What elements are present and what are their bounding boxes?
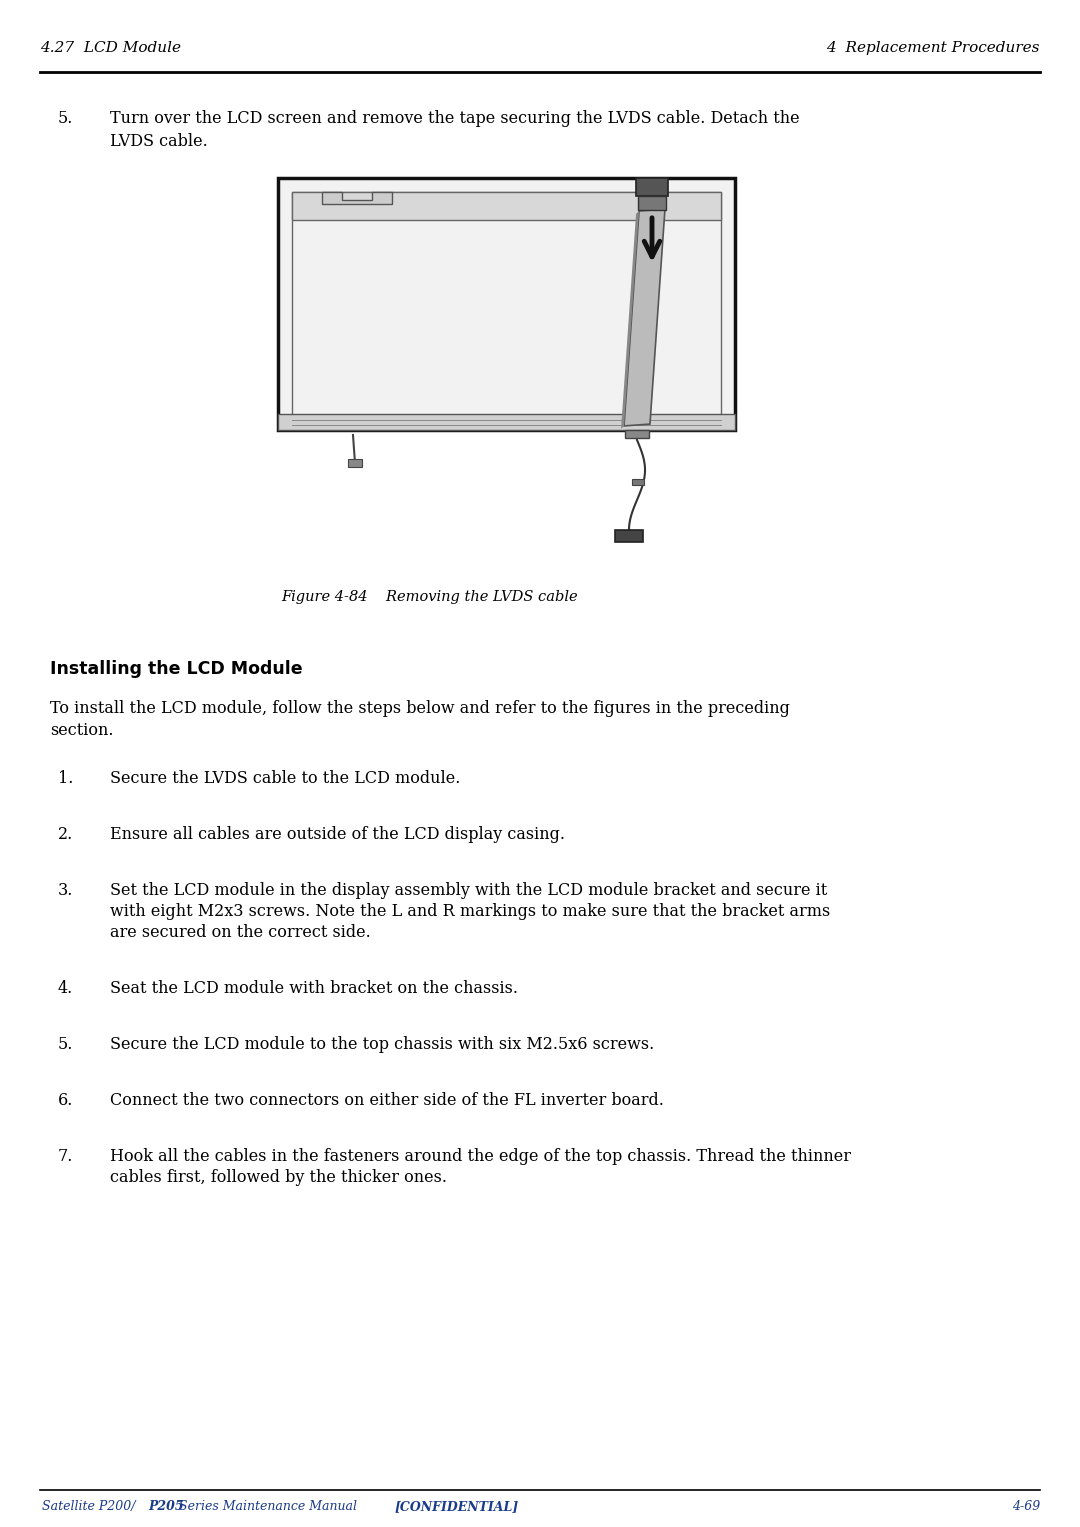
- Text: 4-69: 4-69: [1012, 1500, 1040, 1513]
- Polygon shape: [322, 192, 392, 205]
- Polygon shape: [624, 209, 665, 426]
- Text: Turn over the LCD screen and remove the tape securing the LVDS cable. Detach the: Turn over the LCD screen and remove the …: [110, 110, 799, 127]
- Text: [CONFIDENTIAL]: [CONFIDENTIAL]: [395, 1500, 519, 1513]
- Polygon shape: [621, 211, 639, 429]
- Text: section.: section.: [50, 722, 113, 739]
- Text: Figure 4-84    Removing the LVDS cable: Figure 4-84 Removing the LVDS cable: [282, 589, 578, 605]
- Text: Hook all the cables in the fasteners around the edge of the top chassis. Thread : Hook all the cables in the fasteners aro…: [110, 1148, 851, 1165]
- Bar: [615, 530, 643, 542]
- Text: 4  Replacement Procedures: 4 Replacement Procedures: [826, 41, 1040, 55]
- Bar: [292, 192, 721, 415]
- Text: Seat the LCD module with bracket on the chassis.: Seat the LCD module with bracket on the …: [110, 980, 518, 997]
- Text: Ensure all cables are outside of the LCD display casing.: Ensure all cables are outside of the LCD…: [110, 826, 565, 843]
- Text: 2.: 2.: [58, 826, 73, 843]
- Text: Series Maintenance Manual: Series Maintenance Manual: [175, 1500, 357, 1513]
- Text: 3.: 3.: [58, 883, 73, 899]
- Text: Satellite P200/: Satellite P200/: [42, 1500, 139, 1513]
- Text: Set the LCD module in the display assembly with the LCD module bracket and secur: Set the LCD module in the display assemb…: [110, 883, 827, 899]
- Text: Secure the LVDS cable to the LCD module.: Secure the LVDS cable to the LCD module.: [110, 770, 460, 786]
- Text: 4.: 4.: [58, 980, 73, 997]
- Bar: [278, 179, 735, 431]
- Text: Secure the LCD module to the top chassis with six M2.5x6 screws.: Secure the LCD module to the top chassis…: [110, 1035, 654, 1054]
- Bar: [348, 460, 362, 467]
- Text: 6.: 6.: [58, 1092, 73, 1109]
- Text: P205: P205: [148, 1500, 184, 1513]
- Bar: [632, 479, 644, 486]
- Text: To install the LCD module, follow the steps below and refer to the figures in th: To install the LCD module, follow the st…: [50, 699, 789, 718]
- Text: 5.: 5.: [58, 1035, 73, 1054]
- Text: cables first, followed by the thicker ones.: cables first, followed by the thicker on…: [110, 1170, 447, 1186]
- Bar: [625, 431, 649, 438]
- Text: Installing the LCD Module: Installing the LCD Module: [50, 660, 302, 678]
- Bar: [278, 414, 735, 431]
- Text: 4.27  LCD Module: 4.27 LCD Module: [40, 41, 181, 55]
- Text: 1.: 1.: [58, 770, 73, 786]
- Text: 5.: 5.: [58, 110, 73, 127]
- Text: with eight M2x3 screws. Note the L and R markings to make sure that the bracket : with eight M2x3 screws. Note the L and R…: [110, 902, 831, 919]
- Text: 7.: 7.: [58, 1148, 73, 1165]
- Text: LVDS cable.: LVDS cable.: [110, 133, 207, 150]
- Bar: [638, 195, 666, 211]
- Text: Connect the two connectors on either side of the FL inverter board.: Connect the two connectors on either sid…: [110, 1092, 664, 1109]
- Bar: [292, 192, 721, 220]
- Text: are secured on the correct side.: are secured on the correct side.: [110, 924, 370, 941]
- Bar: [636, 179, 669, 195]
